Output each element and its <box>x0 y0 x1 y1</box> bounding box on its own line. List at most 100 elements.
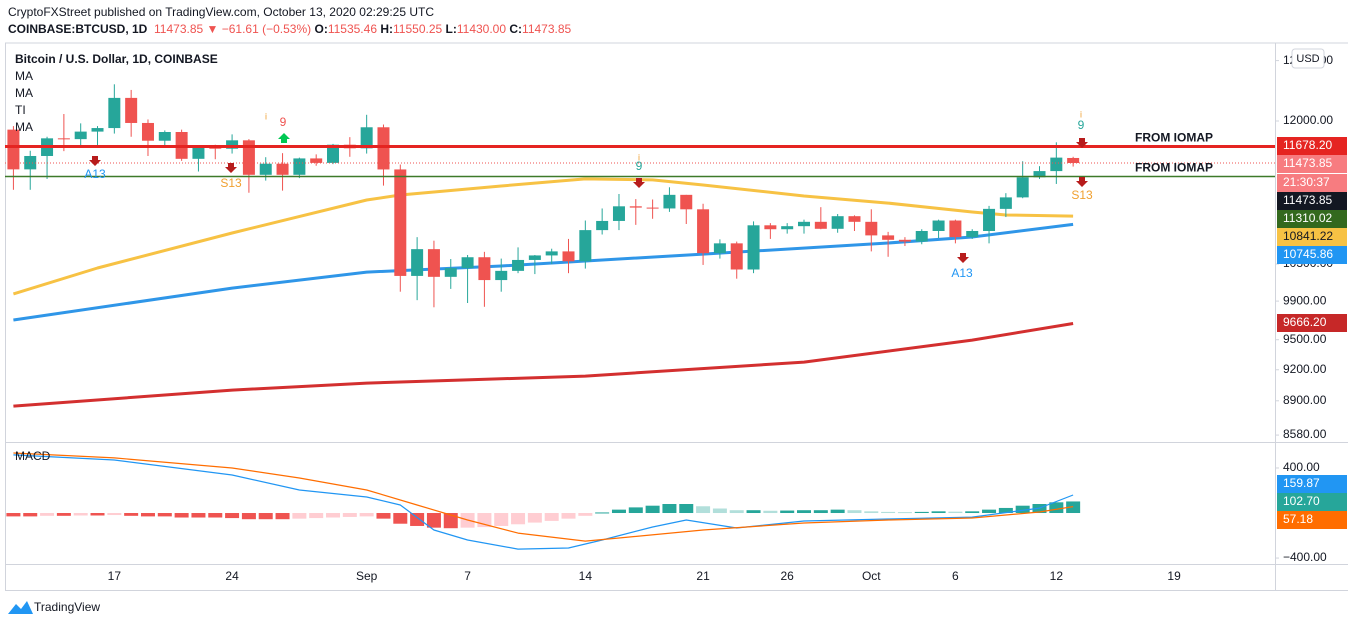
histogram-bar <box>965 511 980 514</box>
indicator-line <box>13 322 1074 408</box>
ohlc-value: 11535.46 <box>327 22 377 36</box>
candle-body <box>1033 171 1046 178</box>
brand: TradingView <box>34 600 100 614</box>
price-badge-label: 11678.20 <box>1283 138 1332 152</box>
price-badge-label: 10745.86 <box>1283 247 1333 261</box>
histogram-bar <box>511 513 526 525</box>
histogram-bar <box>1066 501 1081 514</box>
histogram-bar <box>443 513 458 529</box>
candle-body <box>427 249 440 277</box>
histogram-bar <box>729 510 744 514</box>
indicator-line <box>13 452 1074 542</box>
histogram-bar <box>662 504 677 514</box>
candle-body <box>545 251 558 256</box>
candle-body <box>612 206 625 221</box>
indicator-line <box>13 454 1074 550</box>
histogram-bar <box>124 513 139 516</box>
y-tick-label: 9500.00 <box>1283 332 1327 346</box>
candle-body <box>461 257 474 269</box>
histogram-bar <box>90 513 105 516</box>
candle-body <box>915 230 928 242</box>
x-tick-label: 19 <box>1167 569 1181 583</box>
info-marker: i <box>1080 109 1082 119</box>
price-badge-label: 21:30:37 <box>1283 175 1330 189</box>
x-tick-label: 17 <box>108 569 122 583</box>
candle-body <box>74 131 87 140</box>
histogram-bar <box>191 513 206 518</box>
legend-item: MA <box>15 120 33 134</box>
histogram-bar <box>611 509 626 514</box>
price-badge <box>1277 475 1347 493</box>
histogram-bar <box>56 513 71 516</box>
legend-item: MA <box>15 86 33 100</box>
price-badge <box>1277 511 1347 529</box>
candle-body <box>360 127 373 149</box>
price-badge <box>1277 192 1347 210</box>
histogram-bar <box>258 513 273 520</box>
arrow-down <box>1076 138 1088 148</box>
candle-body <box>158 132 171 141</box>
x-tick-label: 24 <box>225 569 239 583</box>
histogram-bar <box>628 507 643 514</box>
histogram-bar <box>6 513 21 517</box>
candle-body <box>242 140 255 175</box>
currency-label[interactable]: USD <box>1296 53 1319 65</box>
price-badge <box>1277 155 1347 173</box>
histogram-bar <box>847 510 862 514</box>
y-tick-label: −400.00 <box>1283 550 1327 564</box>
candle-body <box>444 268 457 277</box>
candle-body <box>747 225 760 270</box>
histogram-bar <box>914 511 929 514</box>
ohlc-value: 11430.00 <box>456 22 507 36</box>
candle-body <box>226 140 239 149</box>
arrow-down <box>957 253 969 263</box>
histogram-bar <box>544 513 559 521</box>
histogram-bar <box>23 513 38 517</box>
y-tick-label: 9200.00 <box>1283 362 1327 376</box>
x-tick-label: Oct <box>862 569 881 583</box>
candle-body <box>141 122 154 141</box>
candle-body <box>629 206 642 208</box>
ohlc-value: 11550.25 <box>393 22 443 36</box>
histogram-bar <box>679 504 694 514</box>
histogram-bar <box>763 510 778 514</box>
x-tick-label: 12 <box>1050 569 1064 583</box>
histogram-bar <box>595 512 610 514</box>
histogram-bar <box>376 513 391 519</box>
ohlc-key: L: <box>445 22 457 36</box>
candle-body <box>680 194 693 210</box>
candle-body <box>697 209 710 254</box>
candle-body <box>562 251 575 262</box>
candle-body <box>528 255 541 260</box>
level-label: FROM IOMAP <box>1135 131 1213 145</box>
candle-body <box>1050 157 1063 172</box>
price-badge <box>1277 314 1347 332</box>
brand-logo <box>8 601 33 614</box>
plot-area: 12800.0012000.0010300.009900.009500.0092… <box>5 53 1347 583</box>
histogram-bar <box>897 512 912 514</box>
histogram-bar <box>40 513 55 516</box>
candle-body <box>999 197 1012 209</box>
candle-body <box>276 163 289 175</box>
candle-body <box>411 249 424 276</box>
candle-body <box>478 257 491 281</box>
candle-body <box>1016 177 1029 198</box>
histogram-bar <box>494 513 509 526</box>
x-tick-label: Sep <box>356 569 378 583</box>
price-badge <box>1277 246 1347 264</box>
histogram-bar <box>275 513 290 520</box>
arrow-down <box>225 163 237 173</box>
x-tick-label: 21 <box>696 569 710 583</box>
price-badge <box>1277 228 1347 246</box>
annotation: A13 <box>84 167 106 181</box>
price-badge-label: 102.70 <box>1283 494 1320 508</box>
change: ▼ −61.61 (−0.53%) <box>206 22 312 36</box>
currency-button[interactable] <box>1291 48 1325 69</box>
candle-body <box>394 169 407 276</box>
histogram-bar <box>157 513 172 517</box>
candle-body <box>932 220 945 231</box>
histogram-bar <box>578 513 593 516</box>
histogram-bar <box>813 510 828 514</box>
histogram-bar <box>830 509 845 514</box>
